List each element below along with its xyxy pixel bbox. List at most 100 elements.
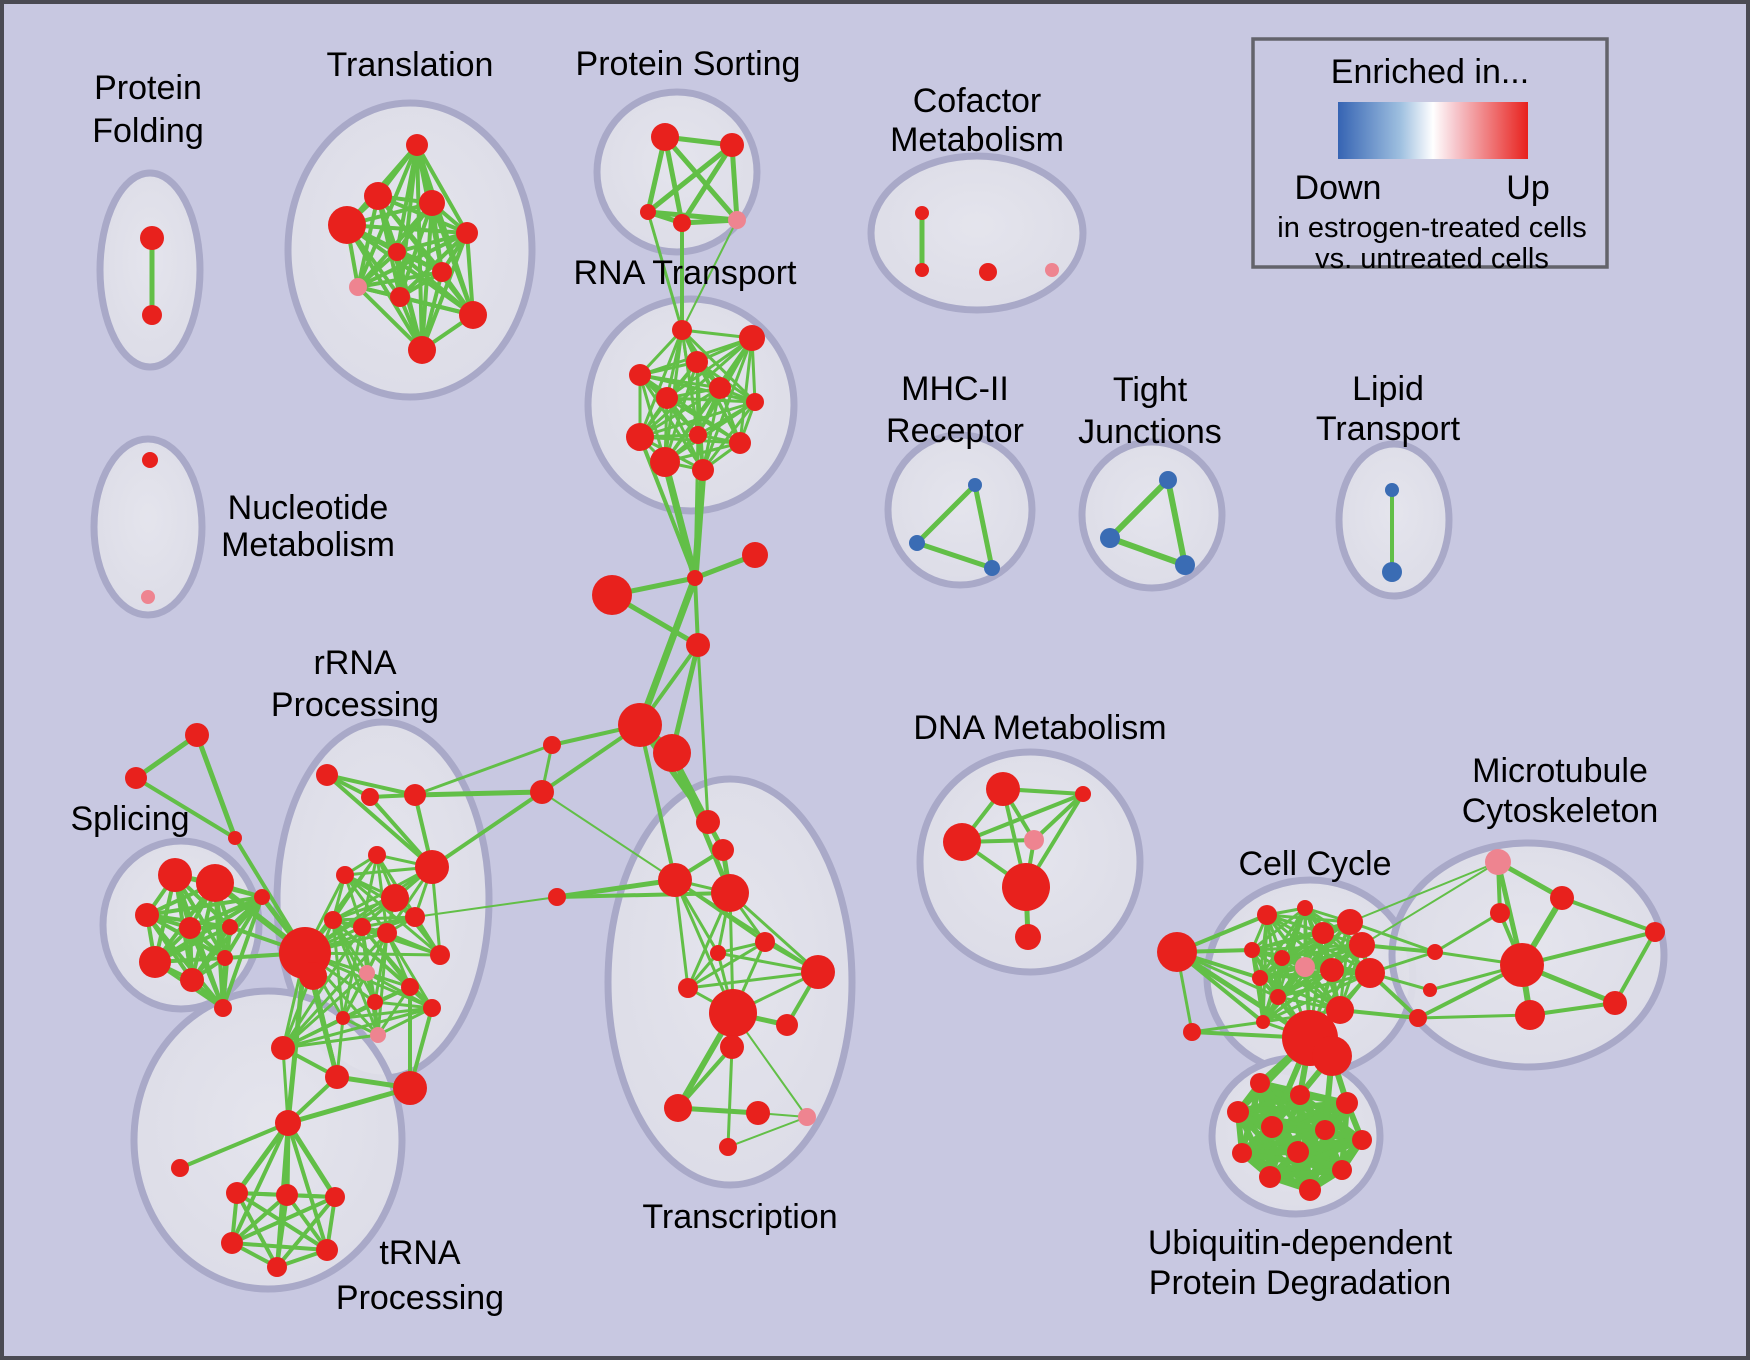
node-ub7 (1352, 1130, 1372, 1150)
node-lc1 (325, 1065, 349, 1089)
legend-up-label: Up (1506, 169, 1549, 207)
node-rt8 (626, 423, 654, 451)
node-rp11 (377, 923, 397, 943)
node-sp6 (254, 889, 270, 905)
edge-cn1-tx4 (555, 891, 732, 899)
node-lc2 (393, 1071, 427, 1105)
edge-tx3-tx9 (673, 878, 735, 1015)
edge-st1-st2 (133, 732, 200, 781)
label-line: Lipid (1352, 370, 1424, 408)
node-ub1 (1250, 1073, 1270, 1093)
node-tr6 (388, 243, 406, 261)
node-mh3 (984, 560, 1000, 576)
edge-cc6-cc10 (1280, 943, 1364, 960)
edge-rp18-rp19 (281, 1006, 434, 1050)
node-rt6 (656, 387, 678, 409)
cluster-protein-sorting-ellipse (593, 88, 761, 256)
node-cc8 (1252, 970, 1268, 986)
node-cx8 (530, 780, 554, 804)
node-ub2 (1290, 1085, 1310, 1105)
node-ub3 (1336, 1092, 1358, 1114)
node-tn0 (275, 1110, 301, 1136)
node-st2 (125, 767, 147, 789)
node-rt10 (729, 432, 751, 454)
label-line: Protein (94, 69, 202, 107)
edge-st1-st3 (194, 732, 238, 841)
edge-rp14-rp16 (341, 971, 369, 1020)
label-line: Folding (92, 112, 204, 150)
node-cx4 (686, 633, 710, 657)
node-tr11 (408, 336, 436, 364)
node-cm3 (979, 263, 997, 281)
edge-rp8-rp9 (331, 915, 417, 922)
edge-ps4-ps5 (679, 217, 740, 226)
edge-tx11-tx15 (726, 1045, 734, 1149)
edge-sp6-sp9 (223, 895, 264, 960)
node-ps1 (651, 123, 679, 151)
node-dm1 (986, 772, 1020, 806)
edge-rp10-rp18 (360, 925, 434, 1010)
node-tn5 (221, 1232, 243, 1254)
edge-tx3-tx8 (673, 878, 690, 990)
edge-cc5-cc10 (1250, 943, 1364, 952)
edge-rt7-rt11 (663, 400, 757, 464)
node-sp3 (135, 903, 159, 927)
node-tn6 (316, 1239, 338, 1261)
cluster-cofactor-metabolism-ellipse (867, 152, 1087, 314)
node-sp9 (217, 950, 233, 966)
edge-tn3-tn5 (230, 1193, 289, 1245)
label-layer: Protein Folding Translation Protein Sorting… (70, 45, 1658, 1317)
node-tx14 (798, 1108, 816, 1126)
legend: Enriched in... Down Up in estrogen-treated … (1251, 37, 1609, 275)
node-tx1 (696, 810, 720, 834)
node-rp8 (405, 907, 425, 927)
node-cm4 (1045, 263, 1059, 277)
node-cm2 (915, 263, 929, 277)
node-cc7 (1295, 957, 1315, 977)
node-tr5 (456, 222, 478, 244)
node-ub5 (1261, 1116, 1283, 1138)
label-line: Receptor (886, 412, 1024, 450)
node-rp16 (336, 1011, 350, 1025)
node-cc6 (1274, 950, 1290, 966)
node-sp7 (139, 946, 171, 978)
node-tx8 (678, 978, 698, 998)
node-tx6 (710, 945, 726, 961)
cluster-nucleotide-metabolism-ellipse (90, 435, 206, 619)
edge-ps2-ps5 (729, 142, 740, 223)
edge-cx8-tx3 (541, 791, 676, 881)
edge-tj1-tj3 (1165, 477, 1188, 568)
node-rt11 (650, 447, 680, 477)
label-line: Cell Cycle (1238, 845, 1391, 883)
edge-rp1-rp3 (325, 773, 417, 797)
edge-rp1-rp5 (325, 773, 434, 869)
node-rt9 (689, 426, 707, 444)
node-rt2 (739, 325, 765, 351)
cluster-rrna-processing-label: rRNA Processing (271, 644, 439, 724)
cluster-ubiquitin-degradation-label: Ubiquitin-dependent Protein Degradation (1148, 1224, 1453, 1302)
cluster-protein-folding-label: Protein Folding (92, 69, 204, 150)
node-tn1 (171, 1159, 189, 1177)
edge-rt1-rt8 (638, 328, 684, 439)
node-rp4 (368, 846, 386, 864)
node-cx1 (592, 575, 632, 615)
edge-sp3-sp6 (145, 895, 264, 917)
edge-rp17-rp18 (376, 1006, 434, 1037)
node-cc0 (1157, 932, 1197, 972)
legend-subtitle-line2: vs. untreated cells (1315, 243, 1549, 275)
edge-cc10-cc13 (1261, 943, 1364, 1024)
node-tr10 (459, 301, 487, 329)
edge-ps2-ps4 (679, 142, 735, 226)
node-tn2 (226, 1182, 248, 1204)
node-tr8 (349, 278, 367, 296)
node-tx5 (755, 932, 775, 952)
cluster-nucleotide-metabolism-label: Nucleotide Metabolism (221, 489, 395, 564)
node-tr3 (419, 190, 445, 216)
node-tx4 (711, 874, 749, 912)
edge-rp11-rp19 (281, 931, 389, 1050)
legend-down-label: Down (1295, 169, 1382, 207)
edge-tj1-tj2 (1107, 477, 1171, 541)
edge-ub8-ub10 (1239, 1150, 1345, 1173)
cluster-tight-junctions-label: Tight Junctions (1078, 371, 1222, 451)
